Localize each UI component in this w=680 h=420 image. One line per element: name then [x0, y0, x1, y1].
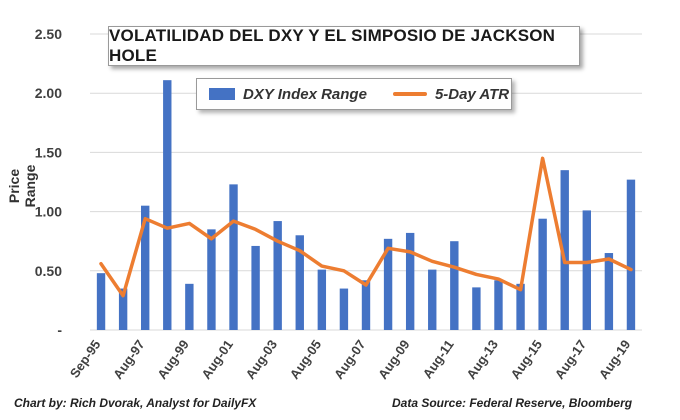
y-tick-labels: - 0.50 1.00 1.50 2.00 2.50 [35, 26, 63, 338]
y-tick-label: 1.00 [35, 204, 62, 220]
bar-dxy-range [582, 210, 591, 330]
x-tick-label: Aug-01 [198, 337, 236, 382]
bar-dxy-range [163, 80, 172, 331]
x-tick-label: Aug-13 [463, 337, 501, 382]
x-tick-label: Aug-17 [552, 337, 590, 382]
legend-label-dxy: DXY Index Range [243, 85, 367, 103]
bar-dxy-range [317, 269, 327, 330]
bar-dxy-range [207, 229, 216, 330]
bar-dxy-range [516, 283, 525, 330]
x-tick-label: Aug-09 [375, 337, 413, 382]
x-tick-label: Aug-11 [420, 337, 457, 381]
legend-swatch-line [392, 92, 427, 96]
line-series [99, 156, 633, 298]
footer-source: Data Source: Federal Reserve, Bloomberg [392, 396, 633, 410]
bar-dxy-range [405, 232, 415, 330]
bar-dxy-range [185, 283, 194, 330]
y-tick-label: 2.50 [35, 26, 62, 42]
bar-dxy-range [472, 287, 481, 330]
bar-dxy-range [604, 253, 614, 330]
bar-dxy-range [626, 179, 636, 330]
bar-dxy-range [295, 235, 304, 330]
x-tick-label: Aug-99 [154, 337, 192, 382]
y-tick-label: 2.00 [35, 85, 62, 101]
legend: DXY Index Range 5-Day ATR [196, 78, 512, 110]
bar-dxy-range [229, 184, 238, 330]
bar-dxy-range [428, 269, 437, 330]
chart-title-text: VOLATILIDAD DEL DXY Y EL SIMPOSIO DE JAC… [109, 26, 556, 65]
bar-dxy-range [560, 170, 569, 330]
bar-dxy-range [494, 280, 503, 330]
line-5-day-atr [99, 156, 633, 298]
bar-dxy-range [141, 205, 150, 330]
x-tick-label: Aug-05 [287, 337, 325, 382]
bar-series [96, 80, 636, 331]
footer-credit: Chart by: Rich Dvorak, Analyst for Daily… [14, 396, 257, 410]
bar-dxy-range [383, 238, 393, 330]
x-tick-label: Aug-07 [331, 337, 369, 382]
legend-swatch-bar [209, 88, 235, 100]
x-tick-label: Aug-03 [243, 337, 281, 382]
y-tick-label: 0.50 [35, 263, 62, 279]
x-tick-label: Aug-97 [110, 337, 148, 382]
x-tick-label: Aug-19 [596, 337, 634, 382]
x-tick-label: Aug-15 [508, 337, 546, 382]
x-tick-label: Sep-95 [67, 337, 104, 381]
legend-label-atr: 5-Day ATR [434, 85, 510, 103]
bar-dxy-range [538, 218, 547, 330]
chart-title: VOLATILIDAD DEL DXY Y EL SIMPOSIO DE JAC… [108, 26, 580, 66]
bar-dxy-range [361, 280, 371, 330]
y-tick-label: 1.50 [35, 144, 62, 160]
y-axis-label: Price Range [6, 164, 38, 208]
x-tick-labels: Sep-95 Aug-97 Aug-99 Aug-01 Aug-03 Aug-05 Aug-… [67, 337, 634, 382]
bar-dxy-range [118, 288, 128, 330]
bar-dxy-range [450, 241, 459, 330]
bar-dxy-range [273, 221, 282, 330]
y-tick-label: - [57, 322, 62, 338]
bar-dxy-range [96, 273, 106, 330]
bar-dxy-range [339, 288, 349, 330]
bar-dxy-range [251, 245, 260, 330]
